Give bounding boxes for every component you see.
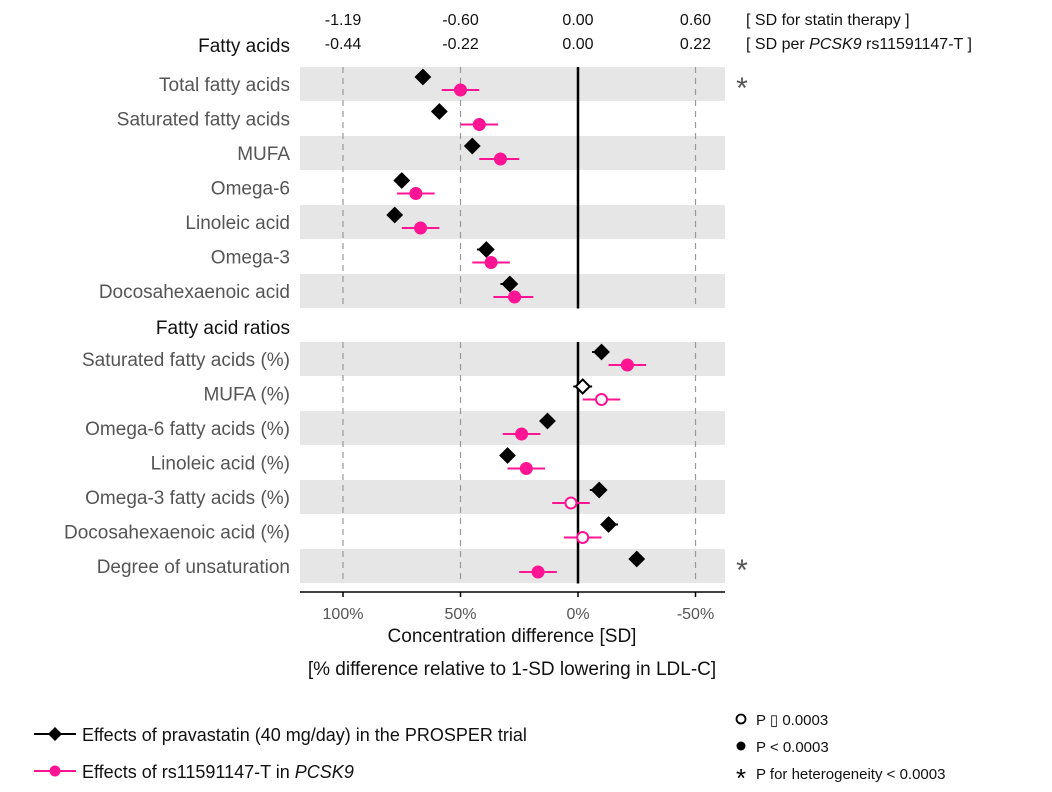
legend-statin-marker xyxy=(48,727,62,741)
top-scale-value: 0.60 xyxy=(680,12,711,29)
x-tick-label: 50% xyxy=(444,606,476,623)
row-band xyxy=(300,136,725,170)
pcsk9-point xyxy=(515,427,529,441)
x-tick-label: 100% xyxy=(323,606,364,623)
row-label: MUFA xyxy=(237,144,290,165)
legend: Effects of pravastatin (40 mg/day) in th… xyxy=(34,712,945,792)
row-label: Linoleic acid (%) xyxy=(151,454,290,475)
row-label: Degree of unsaturation xyxy=(97,557,290,578)
row-label: Saturated fatty acids (%) xyxy=(82,350,290,371)
pcsk9-point xyxy=(564,496,578,510)
pcsk9-point xyxy=(620,358,634,372)
pcsk9-point xyxy=(519,462,533,475)
top-scale-value: -0.22 xyxy=(442,36,479,53)
row-band xyxy=(300,549,725,583)
x-axis-title: Concentration difference [SD] xyxy=(388,626,637,647)
pcsk9-point xyxy=(454,83,467,97)
statin-point xyxy=(477,241,495,258)
statin-point xyxy=(499,447,516,464)
section-title: Fatty acids xyxy=(198,36,290,57)
pcsk9-point xyxy=(484,256,498,269)
row-band xyxy=(300,67,725,101)
legend-statin-label: Effects of pravastatin (40 mg/day) in th… xyxy=(82,725,527,745)
statin-point xyxy=(628,550,646,568)
x-axis-subtitle: [% difference relative to 1-SD lowering … xyxy=(308,659,716,680)
legend-pcsk9-marker xyxy=(49,765,61,777)
top-scale-value: 0.22 xyxy=(680,36,711,53)
top-scale-value: -0.44 xyxy=(325,36,362,53)
x-tick-label: 0% xyxy=(566,606,589,623)
row-label: Omega-6 fatty acids (%) xyxy=(85,419,290,440)
row-bands xyxy=(300,67,725,583)
row-label: MUFA (%) xyxy=(203,385,290,406)
statin-point xyxy=(590,481,608,499)
statin-point xyxy=(430,103,448,120)
legend-open-label: P ▯ 0.0003 xyxy=(756,712,828,729)
pcsk9-point xyxy=(576,531,590,544)
legend-filled-circle xyxy=(736,741,746,751)
statin-point xyxy=(539,412,556,430)
heterogeneity-asterisk: * xyxy=(736,554,748,587)
section-title: Fatty acid ratios xyxy=(156,318,290,339)
statin-point xyxy=(393,172,411,189)
row-label: Docosahexaenoic acid xyxy=(99,282,290,303)
legend-open-circle xyxy=(735,713,747,725)
data-marks: ** xyxy=(386,68,748,587)
top-scale-label: [ SD for statin therapy ] xyxy=(746,12,910,29)
x-axis: 100% 50% 0% -50% Concentration difference [S… xyxy=(300,591,725,680)
pcsk9-point xyxy=(595,393,608,406)
top-scale-value: -0.60 xyxy=(442,12,479,29)
row-label: Saturated fatty acids xyxy=(117,110,290,131)
statin-point xyxy=(593,343,610,361)
top-scale-value: -1.19 xyxy=(325,12,362,29)
row-label: Omega-3 xyxy=(211,248,290,269)
x-tick-label: -50% xyxy=(677,606,714,623)
grid-lines xyxy=(342,67,697,584)
pcsk9-point xyxy=(472,118,486,131)
statin-point xyxy=(574,378,592,395)
legend-pcsk9-label: Effects of rs11591147-T in PCSK9 xyxy=(82,762,354,782)
row-band xyxy=(300,342,725,376)
row-label: Linoleic acid xyxy=(185,213,290,234)
pcsk9-point xyxy=(508,290,522,304)
heterogeneity-asterisk: * xyxy=(736,72,748,105)
top-scales: -1.19 -0.60 0.00 0.60 [ SD for statin therap… xyxy=(325,12,972,53)
top-scale-value: 0.00 xyxy=(562,12,593,29)
top-scale-label: [ SD per PCSK9 rs11591147-T ] xyxy=(746,36,972,53)
statin-point xyxy=(463,137,481,155)
row-label: Omega-3 fatty acids (%) xyxy=(85,488,290,509)
pcsk9-point xyxy=(493,152,507,166)
legend-filled-label: P < 0.0003 xyxy=(756,739,829,756)
legend-asterisk: * xyxy=(736,763,746,792)
row-labels: Fatty acids Total fatty acids Saturated fa… xyxy=(64,36,290,578)
statin-point xyxy=(386,206,404,224)
row-label: Omega-6 xyxy=(211,179,290,200)
statin-point xyxy=(501,275,519,293)
statin-point xyxy=(600,516,617,533)
pcsk9-point xyxy=(531,565,545,579)
row-band xyxy=(300,205,725,239)
top-scale-value: 0.00 xyxy=(562,36,593,53)
row-band xyxy=(300,411,725,445)
legend-heterogeneity-label: P for heterogeneity < 0.0003 xyxy=(756,766,945,783)
row-band xyxy=(300,480,725,514)
pcsk9-point xyxy=(409,187,423,200)
row-label: Total fatty acids xyxy=(159,75,290,96)
row-label: Docosahexaenoic acid (%) xyxy=(64,523,290,544)
pcsk9-point xyxy=(414,221,428,235)
statin-point xyxy=(414,68,432,86)
